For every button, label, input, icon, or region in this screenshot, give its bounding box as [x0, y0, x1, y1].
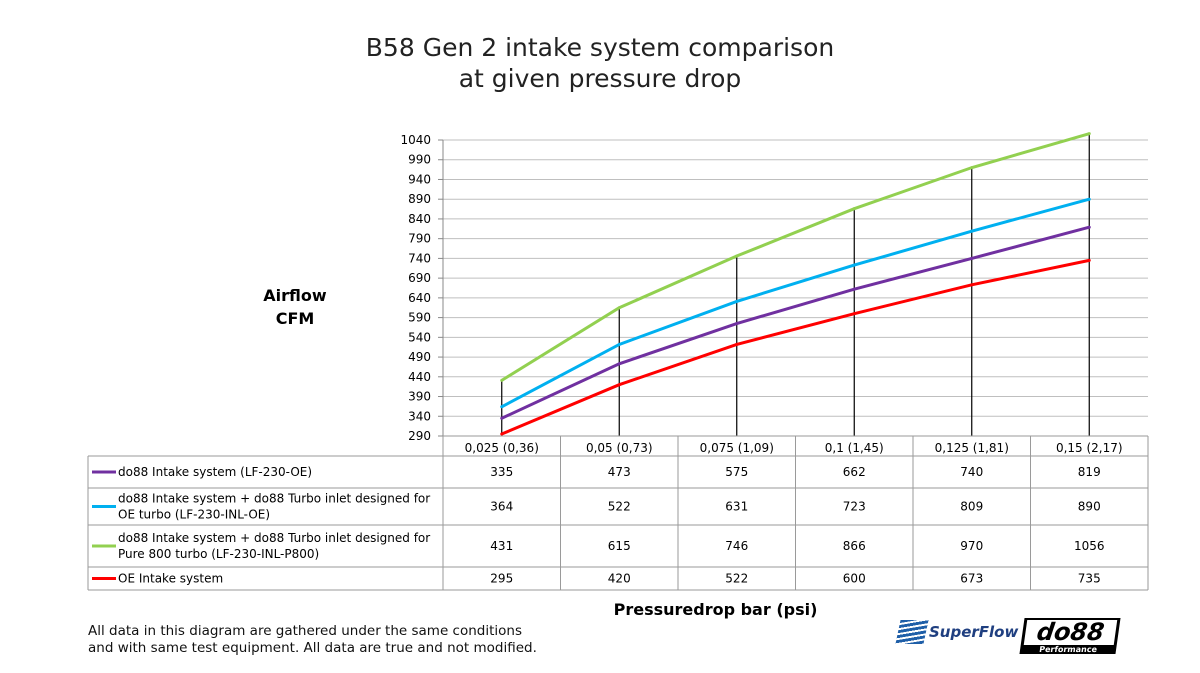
- table-cell: 615: [608, 539, 631, 553]
- legend-label: OE turbo (LF-230-INL-OE): [118, 508, 270, 522]
- table-cell: 970: [960, 539, 983, 553]
- data-point: [852, 207, 856, 211]
- table-cell: 431: [490, 539, 513, 553]
- table-cell: 575: [725, 465, 748, 479]
- footnote-line: All data in this diagram are gathered un…: [88, 623, 522, 639]
- do88-logo: do88 Performance: [1019, 618, 1121, 654]
- ylabel-line: CFM: [275, 309, 315, 328]
- x-tick-label: 0,075 (1,09): [700, 441, 774, 455]
- table-cell: 740: [960, 465, 983, 479]
- table-cell: 866: [843, 539, 866, 553]
- table-cell: 631: [725, 500, 748, 514]
- footnote-line: and with same test equipment. All data a…: [88, 640, 537, 656]
- table-cell: 295: [490, 572, 513, 586]
- data-point: [1087, 132, 1091, 136]
- y-tick-label: 1040: [400, 133, 431, 147]
- table-cell: 522: [608, 500, 631, 514]
- table-cell: 673: [960, 572, 983, 586]
- legend-label: OE Intake system: [118, 572, 223, 586]
- data-point: [617, 383, 621, 387]
- series-line: [501, 225, 1090, 420]
- table-cell: 735: [1078, 572, 1101, 586]
- data-point: [617, 342, 621, 346]
- data-point: [735, 254, 739, 258]
- y-tick-label: 290: [408, 429, 431, 443]
- series-line: [500, 132, 1090, 382]
- table-cell: 1056: [1074, 539, 1105, 553]
- ylabel-line: Airflow: [263, 286, 327, 305]
- y-tick-label: 940: [408, 172, 431, 186]
- y-axis-label: Airflow CFM: [240, 284, 350, 330]
- data-point: [970, 256, 974, 260]
- y-tick-label: 390: [408, 390, 431, 404]
- y-tick-label: 840: [408, 212, 431, 226]
- table-cell: 890: [1078, 500, 1101, 514]
- y-tick-label: 740: [408, 251, 431, 265]
- table-cell: 364: [490, 500, 513, 514]
- x-tick-label: 0,125 (1,81): [935, 441, 1009, 455]
- chart-title: B58 Gen 2 intake system comparison at gi…: [0, 32, 1200, 94]
- table-cell: 473: [608, 465, 631, 479]
- table-cell: 420: [608, 572, 631, 586]
- table-cell: 723: [843, 500, 866, 514]
- superflow-logo: SuperFlow: [895, 620, 1019, 644]
- data-point: [1087, 197, 1091, 201]
- data-point: [617, 362, 621, 366]
- y-tick-label: 590: [408, 311, 431, 325]
- table-cell: 662: [843, 465, 866, 479]
- y-tick-label: 790: [408, 232, 431, 246]
- y-tick-label: 540: [408, 330, 431, 344]
- data-point: [500, 432, 504, 436]
- data-point: [735, 322, 739, 326]
- table-cell: 335: [490, 465, 513, 479]
- data-point: [735, 342, 739, 346]
- superflow-mark-icon: [895, 620, 929, 644]
- superflow-text: SuperFlow: [929, 623, 1019, 641]
- x-axis-label: Pressuredrop bar (psi): [613, 600, 818, 619]
- data-point: [852, 263, 856, 267]
- y-tick-label: 690: [408, 271, 431, 285]
- y-tick-label: 340: [408, 409, 431, 423]
- x-tick-label: 0,15 (2,17): [1056, 441, 1123, 455]
- table-cell: 522: [725, 572, 748, 586]
- title-line: B58 Gen 2 intake system comparison: [365, 33, 835, 62]
- table-cell: 600: [843, 572, 866, 586]
- data-point: [500, 416, 504, 420]
- data-point: [500, 378, 504, 382]
- legend-label: do88 Intake system (LF-230-OE): [118, 465, 312, 479]
- y-tick-label: 640: [408, 291, 431, 305]
- data-point: [617, 306, 621, 310]
- data-point: [1087, 258, 1091, 262]
- do88-text: do88: [1023, 618, 1118, 646]
- data-point: [500, 405, 504, 409]
- do88-sub-text: Performance: [1038, 645, 1098, 654]
- x-tick-label: 0,1 (1,45): [825, 441, 884, 455]
- data-point: [970, 229, 974, 233]
- table-cell: 746: [725, 539, 748, 553]
- data-point: [852, 312, 856, 316]
- x-tick-label: 0,05 (0,73): [586, 441, 653, 455]
- data-point: [970, 166, 974, 170]
- data-point: [970, 283, 974, 287]
- y-tick-label: 490: [408, 350, 431, 364]
- data-point: [852, 287, 856, 291]
- legend-label: do88 Intake system + do88 Turbo inlet de…: [118, 531, 430, 545]
- data-point: [735, 299, 739, 303]
- table-cell: 809: [960, 500, 983, 514]
- data-point: [1087, 225, 1091, 229]
- legend-label: Pure 800 turbo (LF-230-INL-P800): [118, 547, 319, 561]
- y-tick-label: 440: [408, 370, 431, 384]
- y-tick-label: 990: [408, 153, 431, 167]
- table-cell: 819: [1078, 465, 1101, 479]
- footnote: All data in this diagram are gathered un…: [88, 623, 537, 657]
- x-tick-label: 0,025 (0,36): [465, 441, 539, 455]
- legend-label: do88 Intake system + do88 Turbo inlet de…: [118, 492, 430, 506]
- series-line: [501, 197, 1090, 409]
- series-line: [501, 258, 1090, 436]
- title-line: at given pressure drop: [458, 64, 742, 93]
- y-tick-label: 890: [408, 192, 431, 206]
